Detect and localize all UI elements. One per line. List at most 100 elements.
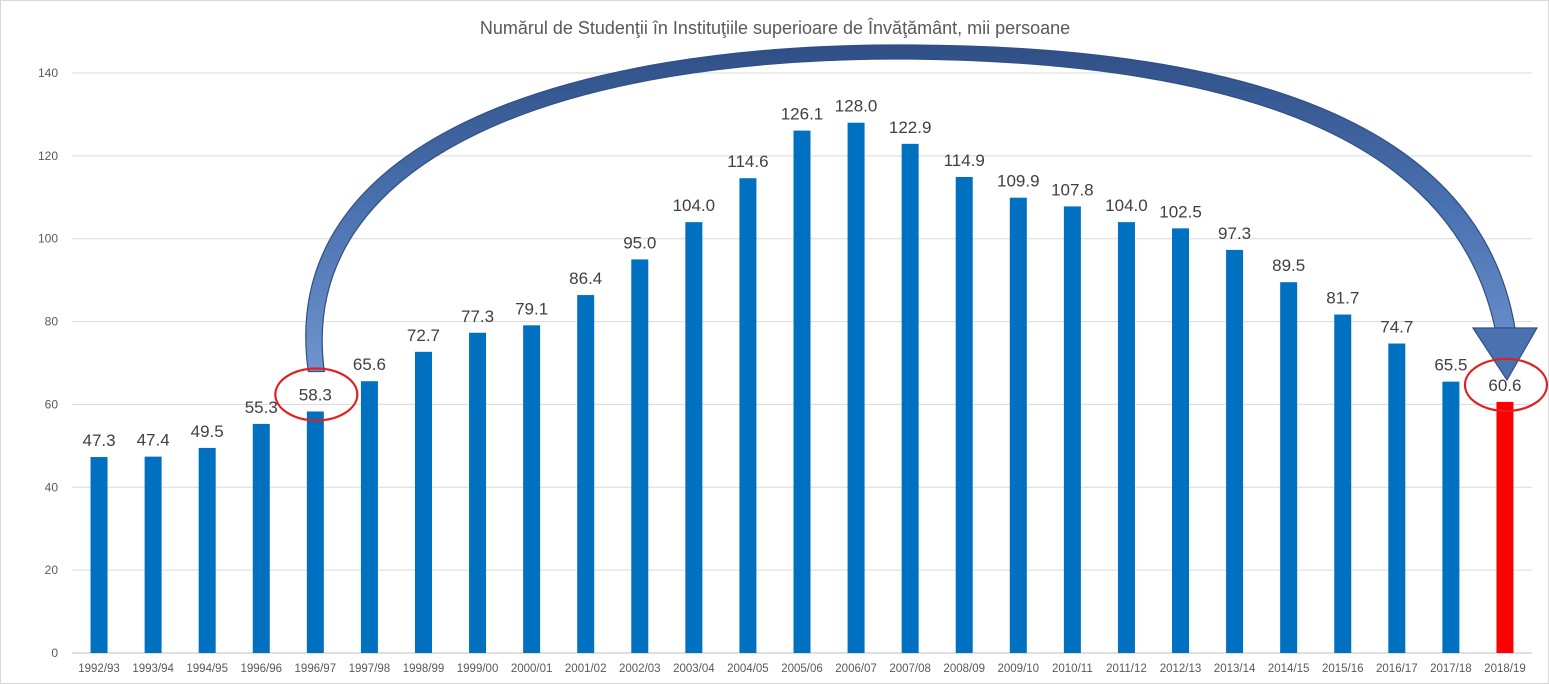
x-tick-label: 1994/95 <box>186 663 228 675</box>
bar-2014-15 <box>1280 282 1298 653</box>
y-axis-ticks: 0 20 40 60 80 100 120 140 <box>38 66 58 660</box>
data-label: 107.8 <box>1051 180 1094 199</box>
x-tick-label: 2012/13 <box>1160 663 1202 675</box>
highlight-circle-1996-97 <box>274 367 359 422</box>
data-label: 72.7 <box>407 326 440 345</box>
x-tick-label: 2011/12 <box>1106 663 1147 675</box>
y-tick-label: 100 <box>38 232 58 246</box>
x-tick-label: 2001/02 <box>565 663 607 675</box>
x-tick-label: 2016/17 <box>1376 663 1418 675</box>
y-tick-label: 80 <box>45 315 59 329</box>
chart-title: Numărul de Studenţii în Instituţiile sup… <box>480 18 1070 38</box>
data-labels: 47.3 47.4 49.5 55.3 58.3 65.6 72.7 77.3 79.1 86.4… <box>82 97 1521 450</box>
bar-2000-01 <box>523 325 541 653</box>
bar-1994-95 <box>198 447 216 653</box>
bar-2005-06 <box>793 130 811 654</box>
bar-2002-03 <box>631 259 649 653</box>
annotations <box>274 44 1549 422</box>
data-label: 114.6 <box>727 152 768 171</box>
x-tick-label: 2002/03 <box>619 663 661 675</box>
data-label: 77.3 <box>461 307 494 326</box>
x-tick-label: 1999/00 <box>457 663 499 675</box>
x-tick-label: 2000/01 <box>511 663 553 675</box>
x-tick-label: 2003/04 <box>673 663 715 675</box>
y-tick-label: 60 <box>45 397 59 411</box>
data-label: 65.6 <box>353 355 386 374</box>
bar-2007-08 <box>901 143 919 654</box>
bar-2012-13 <box>1172 228 1190 653</box>
bar-1993-94 <box>144 456 162 653</box>
bar-2001-02 <box>577 295 595 653</box>
data-label: 122.9 <box>889 118 932 137</box>
data-label: 81.7 <box>1326 289 1359 308</box>
x-tick-label: 2006/07 <box>835 663 877 675</box>
data-label: 55.3 <box>245 398 278 417</box>
x-tick-label: 2013/14 <box>1214 663 1256 675</box>
data-label: 126.1 <box>781 105 824 124</box>
data-label: 102.5 <box>1159 202 1202 221</box>
x-tick-label: 2008/09 <box>943 663 985 675</box>
data-label: 97.3 <box>1218 224 1251 243</box>
data-label: 65.5 <box>1434 356 1467 375</box>
y-tick-label: 40 <box>45 480 59 494</box>
bar-2010-11 <box>1063 206 1081 653</box>
y-tick-label: 140 <box>38 66 58 80</box>
bar-2011-12 <box>1117 222 1135 653</box>
x-axis-ticks: 1992/93 1993/94 1994/95 1996/96 1996/97 1997/… <box>78 663 1526 675</box>
data-label: 58.3 <box>299 385 332 404</box>
bar-2003-04 <box>685 222 703 653</box>
data-label: 60.6 <box>1488 376 1521 395</box>
x-tick-label: 2009/10 <box>998 663 1040 675</box>
bar-1998-99 <box>414 351 432 653</box>
y-tick-label: 120 <box>38 149 58 163</box>
data-label: 89.5 <box>1272 256 1305 275</box>
bar-2009-10 <box>1009 197 1027 653</box>
x-tick-label: 2014/15 <box>1268 663 1310 675</box>
bar-1996-96 <box>252 423 270 653</box>
x-tick-label: 2004/05 <box>727 663 769 675</box>
highlight-circle-2018-19 <box>1463 357 1549 413</box>
x-tick-label: 1998/99 <box>403 663 445 675</box>
x-tick-label: 1996/96 <box>240 663 282 675</box>
bar-2004-05 <box>739 178 757 653</box>
x-tick-label: 2005/06 <box>781 663 823 675</box>
bar-2008-09 <box>955 176 973 653</box>
data-label: 74.7 <box>1380 318 1413 337</box>
data-label: 79.1 <box>515 299 548 318</box>
bar-2018-19 <box>1496 401 1514 653</box>
x-tick-label: 2007/08 <box>889 663 931 675</box>
data-label: 47.3 <box>82 431 115 450</box>
x-tick-label: 1996/97 <box>295 663 337 675</box>
trend-arrow-head <box>1471 327 1539 382</box>
data-label: 114.9 <box>944 151 985 170</box>
data-label: 86.4 <box>569 269 602 288</box>
bars <box>90 122 1514 654</box>
bar-2015-16 <box>1334 314 1352 653</box>
bar-2006-07 <box>847 122 865 653</box>
bar-1997-98 <box>360 381 378 653</box>
data-label: 47.4 <box>137 431 170 450</box>
data-label: 128.0 <box>835 97 878 116</box>
x-tick-label: 1997/98 <box>349 663 391 675</box>
data-label: 49.5 <box>191 422 224 441</box>
data-label: 109.9 <box>997 172 1040 191</box>
bar-1996-97 <box>306 411 324 653</box>
bar-1999-00 <box>469 332 487 653</box>
data-label: 104.0 <box>673 196 716 215</box>
bar-1992-93 <box>90 457 108 653</box>
y-tick-label: 20 <box>45 563 59 577</box>
x-tick-label: 2015/16 <box>1322 663 1364 675</box>
bar-2016-17 <box>1388 343 1406 653</box>
y-tick-label: 0 <box>51 646 58 660</box>
bar-2013-14 <box>1226 249 1244 653</box>
x-tick-label: 2010/11 <box>1052 663 1093 675</box>
x-tick-label: 2017/18 <box>1430 663 1472 675</box>
data-label: 95.0 <box>623 233 656 252</box>
data-label: 104.0 <box>1105 196 1148 215</box>
x-tick-label: 1992/93 <box>78 663 120 675</box>
x-tick-label: 1993/94 <box>132 663 174 675</box>
x-tick-label: 2018/19 <box>1484 663 1526 675</box>
bar-2017-18 <box>1442 381 1460 653</box>
